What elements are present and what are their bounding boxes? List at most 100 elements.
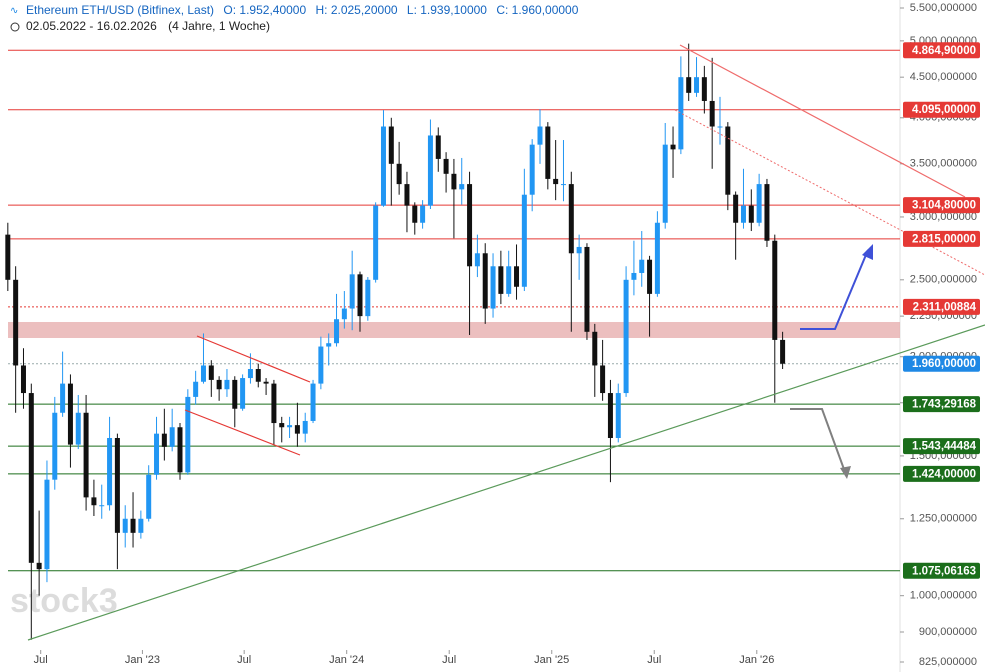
candle-body xyxy=(326,343,332,347)
ohlc-close: C: 1.960,00000 xyxy=(496,3,578,17)
x-tick-label: Jul xyxy=(237,654,251,666)
y-tick-label: 900,000000 xyxy=(919,626,977,638)
candle-body xyxy=(193,381,199,397)
channel-line xyxy=(184,409,301,456)
candle-body xyxy=(529,144,535,195)
candle-body xyxy=(709,100,715,127)
candle-body xyxy=(631,272,637,280)
ohlc-high: H: 2.025,20000 xyxy=(315,3,397,17)
candle-body xyxy=(52,412,58,480)
candle-body xyxy=(662,144,668,223)
candle-body xyxy=(733,194,739,223)
candle-body xyxy=(208,365,214,380)
ohlc-low: L: 1.939,10000 xyxy=(407,3,487,17)
trend-line xyxy=(27,324,985,641)
candle-body xyxy=(537,126,543,145)
candle-body xyxy=(592,331,598,366)
level-label-box xyxy=(903,355,980,372)
level-label-box xyxy=(903,562,980,579)
candle-body xyxy=(764,184,770,241)
candle-body xyxy=(75,412,81,445)
candle-body xyxy=(568,184,574,254)
candle-body xyxy=(623,279,629,394)
level-label: 1.960,00000 xyxy=(912,358,976,370)
down-arrow-head xyxy=(840,466,851,479)
candle-body xyxy=(5,234,11,280)
candle-body xyxy=(216,379,222,390)
candle-body xyxy=(310,383,316,421)
x-axis: Jul Jan '23 Jul Jan '24 Jul Jan '25 Jul Jan '26 xyxy=(34,650,774,666)
candle-body xyxy=(263,381,269,384)
down-arrow xyxy=(790,408,846,473)
x-tick-label: Jul xyxy=(442,654,456,666)
candle-body xyxy=(357,274,363,317)
y-tick-label: 2.500,000000 xyxy=(910,274,977,286)
candle-body xyxy=(114,437,120,533)
candle-body xyxy=(388,126,394,164)
candle-body xyxy=(177,427,183,473)
candle-body xyxy=(161,433,167,447)
candle-body xyxy=(44,479,50,570)
level-label: 1.743,29168 xyxy=(912,399,977,411)
candle-body xyxy=(28,393,34,563)
ohlc-open: O: 1.952,40000 xyxy=(223,3,306,17)
candle-body xyxy=(36,562,42,570)
level-label: 2.815,00000 xyxy=(912,233,976,245)
level-label-box xyxy=(903,438,980,455)
header-icon: ∿ xyxy=(10,6,18,17)
level-label-box xyxy=(903,42,980,59)
channel-line xyxy=(196,335,311,383)
candle-body xyxy=(467,184,473,267)
resistance-zone xyxy=(8,322,900,338)
candle-body xyxy=(334,319,340,344)
y-tick-label: 3.000,000000 xyxy=(910,211,977,223)
candle-body xyxy=(576,246,582,254)
candle-body xyxy=(318,346,324,384)
watermark: stock3 xyxy=(10,582,118,620)
candle-body xyxy=(521,194,527,287)
up-arrow-head xyxy=(862,244,873,260)
candle-body xyxy=(701,77,707,101)
candle-body xyxy=(91,497,97,506)
candle-body xyxy=(122,518,128,533)
candle-body xyxy=(717,126,723,128)
x-tick-label: Jul xyxy=(34,654,48,666)
level-label: 1.543,44484 xyxy=(912,441,977,453)
candle-body xyxy=(725,126,731,195)
level-label-box xyxy=(903,396,980,413)
x-tick-label: Jul xyxy=(647,654,661,666)
candle-body xyxy=(247,369,253,379)
candle-body xyxy=(639,259,645,273)
period: 02.05.2022 - 16.02.2026 (4 Jahre, 1 Woch… xyxy=(26,19,270,33)
candle-body xyxy=(294,425,300,434)
candle-body xyxy=(146,474,152,519)
candle-body xyxy=(435,135,441,159)
candle-body xyxy=(396,163,402,185)
candle-body xyxy=(83,412,89,498)
candle-body xyxy=(686,77,692,93)
level-label-box xyxy=(903,230,980,247)
candle-body xyxy=(279,423,285,428)
candle-body xyxy=(20,365,26,394)
y-tick-label: 5.500,000000 xyxy=(910,2,977,14)
y-tick-label: 4.500,000000 xyxy=(910,71,977,83)
candle-body xyxy=(67,383,73,445)
candle-body xyxy=(654,222,660,294)
level-label-box xyxy=(903,465,980,482)
down-trend-line xyxy=(679,44,966,198)
candle-body xyxy=(200,365,206,382)
candle-body xyxy=(451,173,457,190)
candles xyxy=(5,43,786,640)
y-tick-label: 1.000,000000 xyxy=(910,590,977,602)
x-tick-label: Jan '26 xyxy=(739,654,774,666)
clock-icon xyxy=(10,22,20,32)
candle-body xyxy=(99,505,105,507)
candle-body xyxy=(490,266,496,309)
candle-body xyxy=(748,205,754,223)
candle-body xyxy=(553,178,559,185)
candle-body xyxy=(506,266,512,294)
level-label: 2.311,00884 xyxy=(913,301,977,313)
period-note: (4 Jahre, 1 Woche) xyxy=(168,19,270,33)
level-label-box xyxy=(903,101,980,118)
